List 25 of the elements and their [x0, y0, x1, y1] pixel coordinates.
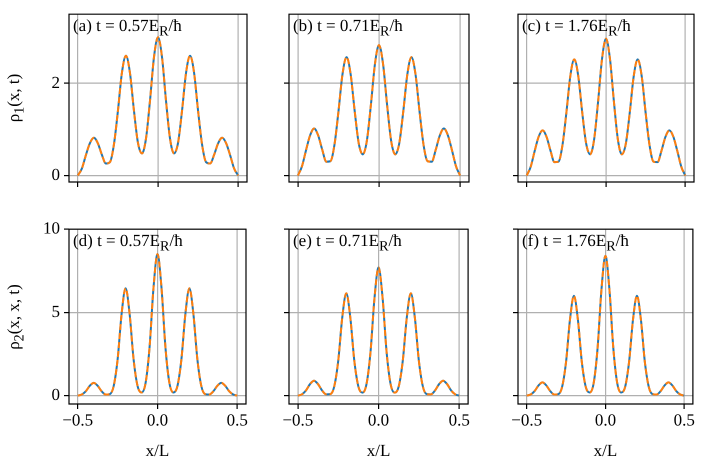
annotation: (c) t = 1.76E$_{R}$/ħ	[522, 16, 631, 40]
x-tick-label: 0.0	[368, 410, 390, 430]
line-series	[76, 253, 238, 397]
x-tick-label: 0.5	[226, 410, 248, 430]
y-tick-label: 0	[52, 165, 60, 184]
x-tick-label: −0.5	[62, 410, 94, 430]
x-tick-label: 0.5	[448, 410, 470, 430]
x-axis-title: x/L	[146, 441, 170, 460]
x-tick-label: 0.0	[146, 410, 168, 430]
y-tick-label: 10	[43, 218, 60, 238]
annotation: (e) t = 0.71E$_{R}$/ħ	[293, 231, 402, 255]
line-series	[76, 36, 240, 177]
x-axis-title: x/L	[366, 441, 390, 460]
annotation: (d) t = 0.57E$_{R}$/ħ	[73, 231, 183, 255]
x-tick-label: −0.5	[282, 410, 314, 430]
annotation: (b) t = 0.71E$_{R}$/ħ	[293, 16, 403, 40]
x-tick-label: −0.5	[511, 410, 542, 430]
x-tick-label: 0.0	[594, 410, 616, 430]
y-tick-label: 5	[52, 302, 60, 321]
annotation: (f) t = 1.76E$_{R}$/ħ	[522, 231, 629, 255]
annotation: (a) t = 0.57E$_{R}$/ħ	[73, 16, 182, 40]
x-tick-label: 0.5	[674, 410, 695, 430]
y-tick-label: 2	[52, 72, 60, 92]
y-tick-label: 0	[52, 385, 60, 404]
x-axis-title: x/L	[594, 441, 618, 460]
